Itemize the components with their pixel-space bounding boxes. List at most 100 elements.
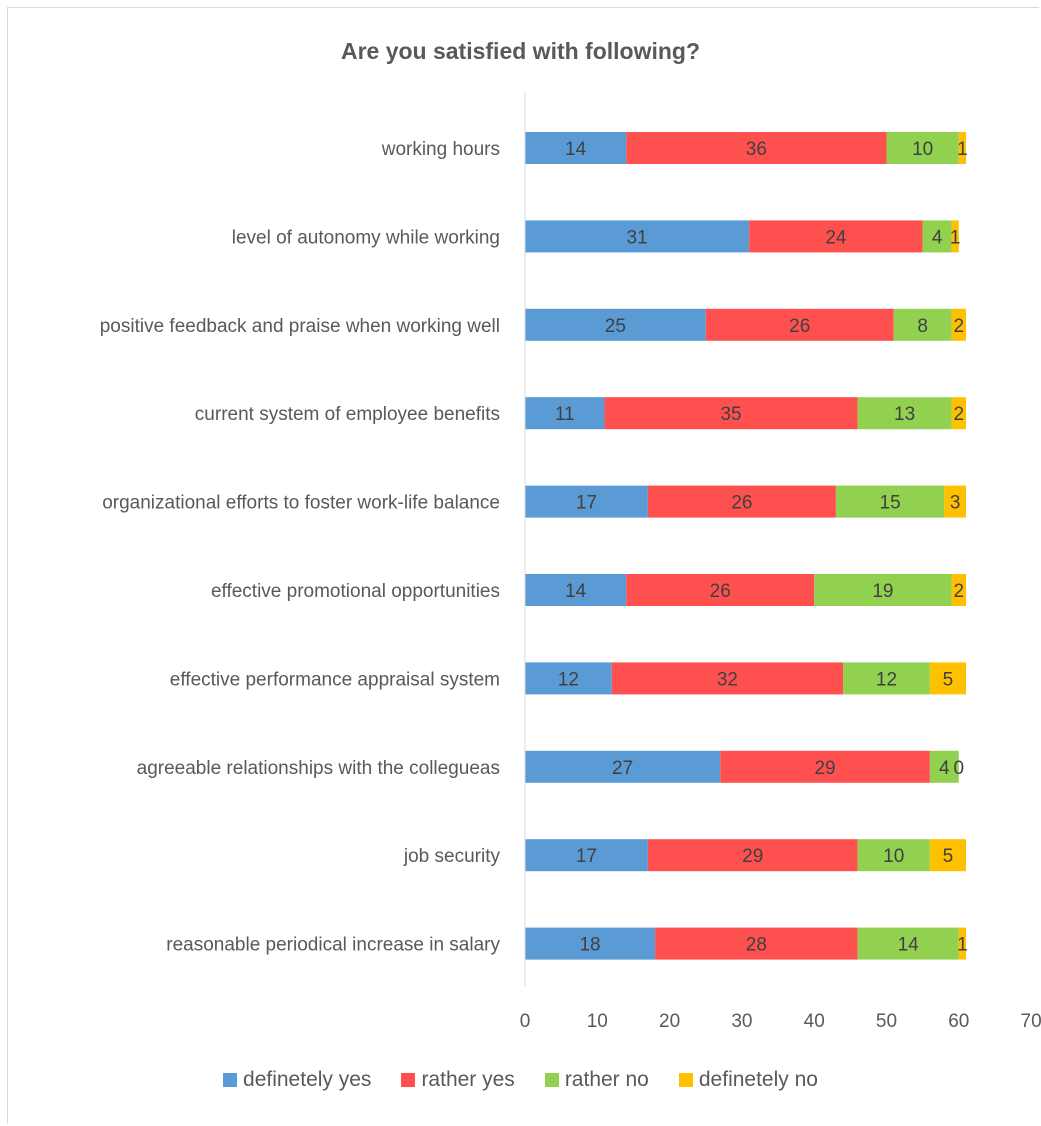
bar-segment (647, 839, 858, 872)
bar-segment (857, 397, 952, 430)
legend-item: rather no (544, 1068, 649, 1092)
legend-item: definetely no (678, 1068, 818, 1092)
data-label: 19 (872, 581, 893, 602)
bar-segment (929, 750, 959, 783)
category-label: agreeable relationships with the collegu… (137, 758, 500, 779)
data-label: 12 (558, 669, 579, 690)
bar-segment (525, 839, 648, 872)
legend-item: definetely yes (223, 1068, 371, 1092)
data-label: 2 (954, 581, 965, 602)
bar-segment (893, 308, 952, 341)
legend-label: definetely yes (243, 1068, 372, 1091)
bar-segment (626, 132, 887, 164)
bar-segment (525, 397, 605, 430)
bar-segment (843, 662, 930, 695)
x-tick-label: 0 (520, 1011, 531, 1032)
bar-segment (626, 574, 815, 606)
bar-segment (857, 927, 959, 960)
bar-segment (525, 485, 648, 518)
legend-swatch (544, 1073, 559, 1087)
data-label: 0 (954, 758, 965, 779)
legend-label: definetely no (698, 1068, 818, 1091)
legend-label: rather no (564, 1068, 649, 1091)
category-label: reasonable periodical increase in salary (166, 935, 500, 956)
bar-segment (525, 750, 721, 783)
bar-segment (929, 839, 967, 872)
data-label: 36 (746, 139, 767, 160)
legend-swatch (678, 1073, 693, 1087)
category-label: current system of employee benefits (195, 404, 500, 425)
data-label: 26 (710, 581, 731, 602)
data-label: 5 (943, 846, 954, 867)
data-label: 17 (576, 846, 597, 867)
legend-swatch (401, 1073, 416, 1087)
data-label: 1 (957, 935, 968, 956)
bar-segment (951, 574, 967, 606)
legend: definetely yes rather yes rather no definet… (0, 1068, 1041, 1092)
data-label: 3 (950, 493, 961, 514)
x-tick-label: 10 (587, 1011, 608, 1032)
category-label: job security (403, 846, 501, 867)
bar-segment (929, 662, 967, 695)
bar-segment (525, 220, 750, 253)
data-label: 13 (894, 404, 915, 425)
x-tick-label: 30 (731, 1011, 752, 1032)
data-label: 10 (883, 846, 904, 867)
data-label: 29 (814, 758, 835, 779)
data-label: 26 (789, 316, 810, 337)
data-label: 26 (731, 493, 752, 514)
bar-segment (525, 662, 612, 695)
bar-segment (720, 750, 930, 783)
data-label: 35 (720, 404, 741, 425)
chart-frame (7, 7, 1039, 1124)
data-label: 25 (605, 316, 626, 337)
bar-segment (655, 927, 858, 960)
bar-segment (951, 397, 967, 430)
data-label: 4 (932, 227, 943, 248)
data-label: 14 (898, 935, 920, 956)
bar-segment (705, 308, 894, 341)
bar-segment (604, 397, 858, 430)
bar-segment (835, 485, 945, 518)
category-label: effective promotional opportunities (211, 581, 500, 602)
data-label: 11 (555, 404, 575, 425)
category-label: working hours (381, 139, 500, 160)
bar-segment (525, 574, 627, 606)
bar-segment (525, 132, 627, 164)
bar-segment (944, 485, 967, 518)
data-label: 24 (825, 227, 847, 248)
data-label: 32 (717, 669, 738, 690)
x-tick-label: 70 (1021, 1011, 1041, 1032)
bar-segment (857, 839, 930, 872)
bar-segment (951, 308, 967, 341)
data-label: 4 (939, 758, 950, 779)
data-label: 1 (957, 139, 968, 160)
data-label: 15 (880, 493, 901, 514)
data-label: 27 (612, 758, 633, 779)
bar-segment (958, 132, 967, 164)
data-label: 1 (950, 227, 961, 248)
bar-segment (611, 662, 844, 695)
data-label: 8 (917, 316, 928, 337)
data-label: 28 (746, 935, 767, 956)
category-label: level of autonomy while working (232, 227, 500, 248)
bar-segment (647, 485, 836, 518)
data-label: 31 (626, 227, 647, 248)
data-label: 18 (579, 935, 600, 956)
x-tick-label: 20 (659, 1011, 680, 1032)
category-label: positive feedback and praise when workin… (100, 316, 500, 337)
legend-swatch (223, 1073, 238, 1087)
bar-segment (886, 132, 959, 164)
legend-item: rather yes (401, 1068, 515, 1092)
data-label: 17 (576, 493, 597, 514)
data-label: 2 (954, 404, 965, 425)
bar-segment (951, 220, 959, 253)
category-label: organizational efforts to foster work-li… (102, 493, 500, 514)
category-label: effective performance appraisal system (170, 669, 500, 690)
data-label: 29 (742, 846, 763, 867)
x-tick-label: 40 (804, 1011, 825, 1032)
bar-segment (525, 927, 656, 960)
bar-segment (922, 220, 952, 253)
legend-label: rather yes (421, 1068, 515, 1091)
